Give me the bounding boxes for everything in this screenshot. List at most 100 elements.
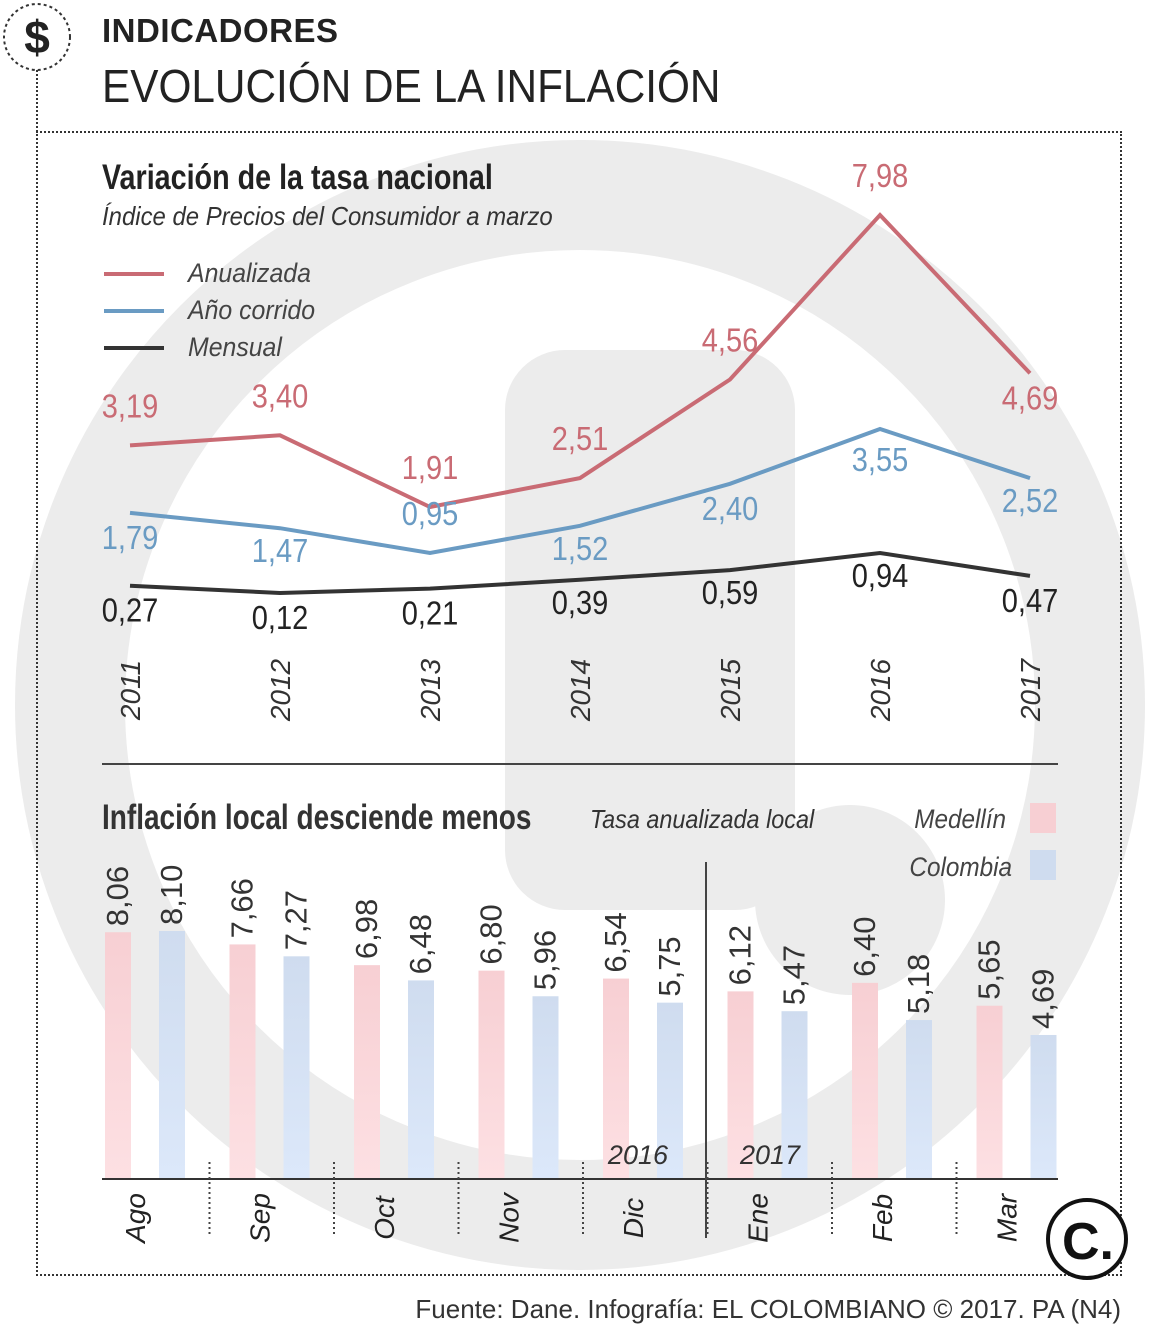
bar-medellin (852, 982, 878, 1178)
bar-colombia (906, 1020, 932, 1178)
bar-medellin (354, 965, 380, 1178)
x-tick-label: Oct (369, 1195, 400, 1240)
data-label: 2,40 (702, 490, 759, 527)
data-label: 2,51 (552, 420, 609, 457)
data-label: 0,59 (702, 574, 759, 611)
line-chart-title: Variación de la tasa nacional (102, 158, 493, 197)
bar-colombia (781, 1011, 808, 1178)
x-tick-label: Nov (494, 1191, 525, 1243)
logo-letter: C. (1062, 1213, 1114, 1271)
bar-medellin (976, 1005, 1003, 1178)
section-divider (102, 763, 1058, 765)
x-tick-label: 2013 (415, 658, 446, 722)
x-tick-label: 2015 (715, 658, 746, 722)
x-tick-label: Ago (120, 1193, 151, 1245)
legend-label-mensual: Mensual (188, 332, 282, 362)
bar-colombia (657, 1002, 683, 1178)
bar-chart-title: Inflación local desciende menos (102, 798, 532, 837)
data-label: 0,21 (402, 595, 459, 632)
data-label: 0,94 (852, 557, 909, 594)
legend-swatch-mensual (104, 346, 164, 350)
x-tick-label: Dic (618, 1198, 649, 1238)
data-label: 6,40 (847, 916, 882, 976)
bar-chart-subtitle: Tasa anualizada local (590, 804, 815, 834)
bar-colombia (1030, 1034, 1057, 1178)
data-label: 0,12 (252, 599, 309, 636)
x-tick-label: 2016 (865, 658, 896, 722)
data-label: 4,69 (1002, 380, 1059, 417)
series-line-2 (129, 426, 1031, 556)
data-label: 3,19 (102, 388, 159, 425)
legend-swatch-anualizada (104, 272, 164, 276)
x-tick-label: Mar (992, 1192, 1023, 1242)
data-label: 7,98 (852, 157, 909, 194)
data-label: 6,98 (349, 899, 384, 959)
legend-label-ano-corrido: Año corrido (188, 295, 316, 325)
data-label: 4,56 (702, 322, 759, 359)
data-label: 1,47 (252, 532, 309, 569)
svg-text:$: $ (24, 11, 50, 63)
x-tick-label: Ene (743, 1193, 774, 1243)
legend-label-colombia: Colombia (909, 852, 1012, 882)
bar-colombia (283, 956, 310, 1178)
el-colombiano-logo: C. (1046, 1198, 1128, 1280)
data-label: 1,79 (102, 519, 159, 556)
x-tick-label: 2011 (115, 660, 146, 721)
watermark-dot (755, 805, 945, 995)
series-line-1 (129, 212, 1032, 510)
data-label: 3,40 (252, 378, 309, 415)
data-label: 4,69 (1026, 969, 1061, 1029)
frame-stem (36, 70, 38, 132)
page-title: EVOLUCIÓN DE LA INFLACIÓN (102, 60, 721, 112)
x-tick-label: Sep (245, 1193, 276, 1243)
data-label: 5,75 (652, 936, 687, 996)
watermark-c (505, 350, 795, 910)
legend-label-anualizada: Anualizada (188, 258, 311, 288)
bar-medellin (727, 991, 754, 1178)
x-tick-label: 2017 (1015, 657, 1046, 722)
data-label: 8,06 (100, 866, 135, 926)
data-label: 7,27 (279, 890, 314, 950)
x-tick-label: 2012 (265, 658, 296, 722)
data-label: 6,48 (403, 914, 438, 974)
watermark-ring (15, 140, 1145, 1270)
data-label: 8,10 (154, 865, 189, 925)
bar-colombia (159, 931, 185, 1178)
data-label: 1,52 (552, 530, 609, 567)
data-label: 6,54 (598, 912, 633, 972)
x-tick-label: 2014 (565, 659, 596, 722)
data-label: 0,95 (402, 495, 459, 532)
year-label-2017: 2017 (739, 1140, 801, 1170)
bar-colombia (532, 996, 559, 1178)
data-label: 0,27 (102, 592, 159, 629)
bar-medellin (478, 970, 505, 1178)
data-label: 7,66 (225, 878, 260, 938)
bar-medellin (105, 932, 131, 1178)
x-tick-label: Feb (867, 1194, 898, 1242)
legend-swatch-colombia (1030, 850, 1056, 880)
dollar-icon: $ (3, 3, 71, 71)
bar-colombia (408, 980, 434, 1178)
data-label: 2,52 (1002, 482, 1059, 519)
bar-medellin (229, 944, 256, 1178)
series-line-3 (129, 550, 1031, 596)
data-label: 6,12 (723, 925, 758, 985)
data-label: 5,96 (528, 930, 563, 990)
kicker: INDICADORES (102, 12, 339, 49)
legend-swatch-ano-corrido (104, 309, 164, 313)
data-label: 1,91 (402, 449, 459, 486)
frame (36, 131, 1122, 1276)
data-label: 3,55 (852, 441, 909, 478)
data-label: 5,65 (972, 939, 1007, 999)
legend-label-medellin: Medellín (914, 804, 1006, 834)
data-label: 0,47 (1002, 582, 1059, 619)
data-label: 5,18 (901, 954, 936, 1014)
bar-medellin (603, 978, 629, 1178)
year-label-2016: 2016 (607, 1140, 669, 1170)
line-chart-subtitle: Índice de Precios del Consumidor a marzo (102, 201, 553, 231)
data-label: 5,47 (777, 945, 812, 1005)
